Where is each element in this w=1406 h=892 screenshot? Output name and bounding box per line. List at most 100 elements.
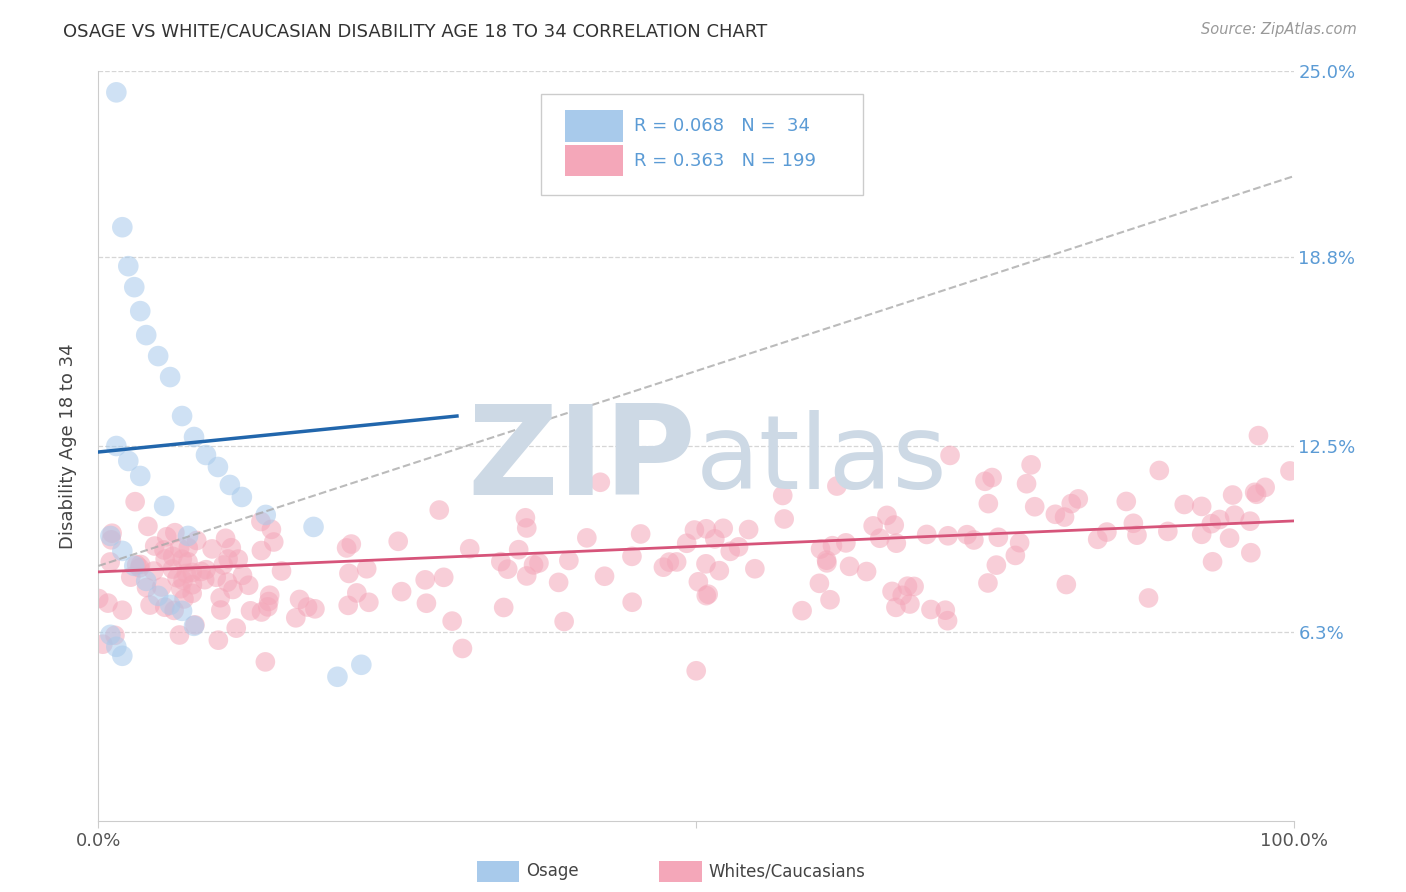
Point — [880, 584, 903, 599]
Point — [207, 633, 229, 648]
Point — [250, 515, 273, 529]
Point — [217, 552, 239, 566]
Point — [981, 470, 1004, 484]
Point — [1008, 535, 1031, 549]
Point — [129, 304, 152, 318]
Point — [1222, 488, 1244, 502]
Point — [883, 518, 905, 533]
Point — [898, 597, 921, 611]
Point — [105, 640, 128, 654]
Point — [835, 536, 858, 550]
Point — [876, 508, 898, 523]
Point — [181, 566, 204, 580]
Point — [516, 521, 538, 535]
Point — [181, 586, 204, 600]
Point — [225, 621, 247, 635]
Point — [302, 520, 325, 534]
Point — [1157, 524, 1180, 539]
Point — [153, 600, 176, 615]
Point — [135, 328, 157, 343]
Point — [688, 574, 710, 589]
Point — [515, 510, 537, 524]
Point — [212, 558, 235, 572]
Point — [391, 584, 413, 599]
Point — [166, 571, 188, 585]
Point — [665, 555, 688, 569]
Point — [1137, 591, 1160, 605]
Point — [987, 530, 1010, 544]
Point — [177, 555, 200, 569]
Point — [148, 349, 170, 363]
Point — [177, 541, 200, 555]
Point — [492, 600, 515, 615]
Point — [219, 541, 242, 555]
Point — [838, 559, 860, 574]
Point — [891, 588, 914, 602]
Point — [1004, 549, 1026, 563]
Point — [589, 475, 612, 490]
Point — [939, 449, 962, 463]
Point — [1045, 508, 1067, 522]
Point — [346, 586, 368, 600]
Point — [129, 558, 152, 572]
Point — [136, 519, 159, 533]
Point — [508, 542, 530, 557]
Point — [238, 578, 260, 592]
Point — [1067, 491, 1090, 506]
Point — [1278, 464, 1301, 478]
Point — [190, 565, 212, 579]
Point — [920, 602, 942, 616]
Point — [658, 555, 681, 569]
Point — [205, 570, 228, 584]
Point — [124, 494, 146, 508]
Point — [1254, 480, 1277, 494]
Point — [135, 581, 157, 595]
Point — [169, 628, 191, 642]
Point — [98, 529, 122, 543]
Point — [183, 430, 205, 444]
Point — [350, 657, 373, 672]
Point — [91, 637, 114, 651]
Point — [195, 448, 218, 462]
Point — [163, 603, 186, 617]
Point — [862, 519, 884, 533]
Point — [201, 541, 224, 556]
Point — [427, 503, 450, 517]
Point — [772, 488, 794, 502]
Point — [884, 600, 907, 615]
Point — [936, 614, 959, 628]
Point — [1024, 500, 1046, 514]
Point — [254, 508, 277, 522]
Point — [413, 573, 436, 587]
Text: Whites/Caucasians: Whites/Caucasians — [709, 863, 866, 880]
Point — [124, 558, 146, 573]
Point — [387, 534, 409, 549]
Point — [451, 641, 474, 656]
Point — [727, 540, 749, 554]
Point — [111, 220, 134, 235]
Point — [195, 563, 218, 577]
Point — [1087, 533, 1109, 547]
Point — [1201, 516, 1223, 531]
Point — [685, 664, 707, 678]
Point — [977, 576, 1000, 591]
Point — [433, 570, 456, 584]
Point — [1126, 528, 1149, 542]
Point — [963, 533, 986, 547]
Point — [1173, 498, 1195, 512]
Point — [209, 591, 232, 605]
Point — [1247, 428, 1270, 442]
Point — [117, 259, 139, 273]
Point — [1201, 555, 1223, 569]
Point — [162, 549, 184, 564]
Point — [111, 648, 134, 663]
Point — [818, 592, 841, 607]
Point — [1015, 476, 1038, 491]
Point — [337, 566, 360, 581]
Point — [1191, 500, 1213, 514]
Point — [135, 574, 157, 588]
Point — [139, 598, 162, 612]
FancyBboxPatch shape — [541, 94, 863, 195]
Point — [105, 439, 128, 453]
Point — [718, 544, 741, 558]
